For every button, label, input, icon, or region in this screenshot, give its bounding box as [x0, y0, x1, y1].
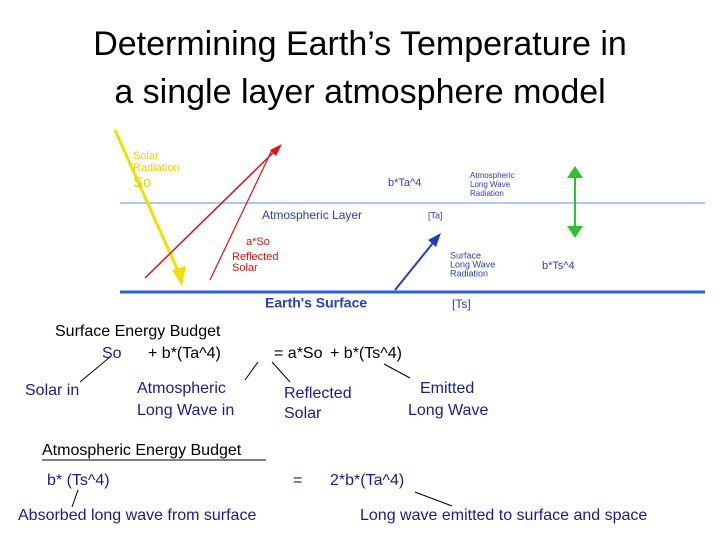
term-label: Absorbed long wave from surface: [18, 507, 256, 524]
label: Solar: [133, 150, 159, 162]
surface-lw-arrow: [394, 237, 438, 291]
reflected-arrow: [144, 147, 279, 279]
label: Solar: [232, 262, 258, 274]
label: [Ta]: [428, 210, 443, 220]
term-label: Emitted: [420, 380, 474, 397]
arrow-head: [172, 266, 186, 286]
label: Surface: [450, 250, 481, 260]
term-label: Long Wave: [408, 402, 488, 419]
pointer: [383, 363, 411, 379]
term-label: Long Wave in: [137, 402, 234, 419]
arrow-head: [567, 226, 583, 238]
label: So: [133, 174, 151, 191]
label: Atmospheric Layer: [262, 208, 362, 222]
term: + b*(Ts^4): [330, 345, 402, 362]
term: b* (Ts^4): [47, 472, 110, 489]
term: + b*(Ta^4): [148, 345, 221, 362]
term: =: [293, 472, 302, 489]
arrow-head: [428, 233, 441, 247]
label: Long Wave: [470, 180, 511, 189]
label: Reflected: [232, 251, 278, 263]
term-label: Reflected: [284, 385, 352, 402]
heading: Surface Energy Budget: [55, 323, 221, 340]
term: 2*b*(Ta^4): [330, 472, 404, 489]
term: So: [102, 345, 122, 362]
term-label: Atmospheric: [137, 380, 226, 397]
label: Long Wave: [450, 259, 495, 269]
label: Radiation: [450, 268, 488, 278]
term-label: Long wave emitted to surface and space: [360, 507, 647, 524]
term-label: Solar in: [25, 382, 79, 399]
title-line: Determining Earth’s Temperature in: [93, 25, 627, 63]
pointer: [414, 491, 453, 507]
label: Radiation: [133, 162, 179, 174]
pointer: [71, 489, 79, 508]
label: b*Ta^4: [388, 177, 421, 189]
pointer: [244, 361, 259, 381]
solar-arrow: [113, 129, 184, 281]
pointer: [271, 361, 291, 383]
label: Atmospheric: [470, 171, 514, 180]
label: Radiation: [470, 189, 504, 198]
reflected-arrow: [209, 149, 273, 281]
label: Earth's Surface: [265, 295, 367, 311]
term: = a*So: [274, 345, 323, 362]
label: [Ts]: [452, 297, 471, 311]
label: a*So: [246, 236, 270, 248]
heading: Atmospheric Energy Budget: [42, 442, 242, 459]
title-line: a single layer atmosphere model: [114, 73, 605, 111]
arrow-head: [567, 166, 583, 178]
term-label: Solar: [284, 405, 322, 422]
label: b*Ts^4: [542, 260, 575, 272]
pointer: [79, 356, 111, 383]
arrow-head: [270, 144, 282, 156]
